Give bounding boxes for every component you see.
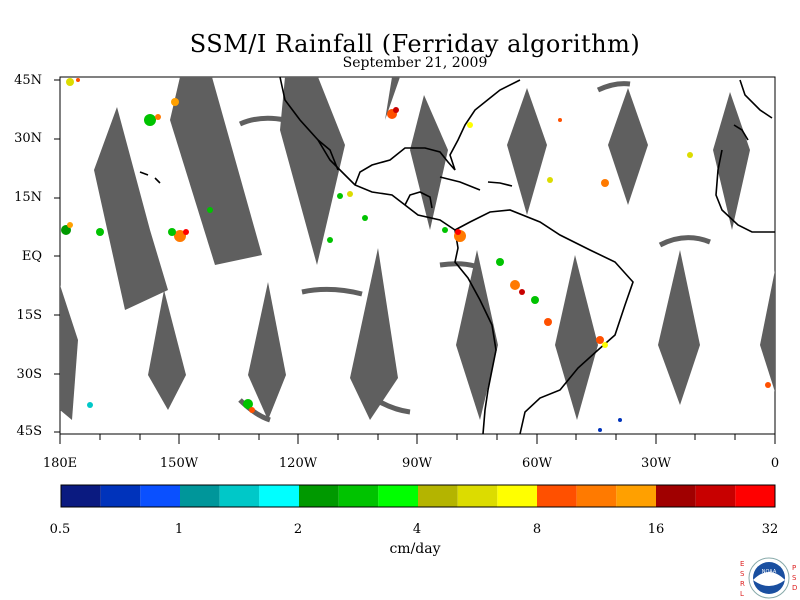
lat-label-15s: 15S — [16, 308, 42, 323]
lat-label-30s: 30S — [16, 367, 42, 382]
colorbar-swatch — [695, 485, 736, 507]
swath-gap — [608, 88, 648, 205]
map-title: SSM/I Rainfall (Ferriday algorithm) — [189, 30, 641, 58]
axis-ticks — [54, 79, 776, 444]
colorbar-tick-label: 32 — [761, 522, 779, 537]
esrl-psd-noaa-logo: E S R L P S D NOAA — [734, 556, 800, 600]
colorbar — [60, 484, 776, 508]
colorbar-tick-label: 0.5 — [49, 522, 71, 537]
colorbar-swatch — [616, 485, 656, 507]
colorbar-swatch — [299, 485, 339, 507]
colorbar-frame — [60, 484, 776, 508]
colorbar-swatch — [61, 485, 101, 507]
logo-letter: S — [740, 570, 745, 578]
colorbar-tick-label: 4 — [412, 522, 422, 537]
colorbar-swatch — [140, 485, 180, 507]
swath-gap — [658, 250, 700, 405]
colorbar-tick-label: 2 — [293, 522, 303, 537]
colorbar-swatch — [180, 485, 220, 507]
swath-gap — [456, 250, 498, 420]
lat-label-30n: 30N — [14, 131, 42, 146]
logo-letter: E — [740, 560, 745, 568]
colorbar-swatch — [378, 485, 418, 507]
noaa-emblem-icon: NOAA — [748, 557, 790, 599]
swath-arcs — [238, 81, 711, 423]
swath-gap — [507, 88, 547, 215]
colorbar-tick-label: 8 — [532, 522, 542, 537]
map-date: September 21, 2009 — [342, 55, 488, 71]
rain-areas — [61, 78, 771, 432]
colorbar-unit: cm/day — [389, 541, 441, 557]
lon-label-120w: 120W — [278, 456, 318, 471]
swath-gap — [713, 92, 750, 230]
colorbar-swatch — [259, 485, 299, 507]
logo-letter: P — [792, 564, 797, 572]
colorbar-tick-label: 1 — [174, 522, 184, 537]
lat-label-15n: 15N — [14, 190, 42, 205]
swath-gap — [170, 77, 262, 265]
colorbar-swatch — [338, 485, 379, 507]
swath-gap — [280, 77, 345, 265]
swath-gap — [555, 255, 598, 420]
swath-gap — [385, 77, 400, 120]
lat-label-45n: 45N — [14, 73, 42, 88]
colorbar-swatch — [219, 485, 260, 507]
swath-gap — [94, 107, 168, 310]
emblem-text: NOAA — [762, 569, 777, 575]
swath-gap — [148, 290, 186, 410]
lon-label-60w: 60W — [522, 456, 552, 471]
lon-label-30w: 30W — [641, 456, 671, 471]
lon-label-0: 0 — [770, 456, 780, 471]
coastlines — [139, 76, 775, 435]
swath-gap — [350, 248, 398, 420]
swath-gap — [760, 270, 775, 392]
colorbar-swatch — [418, 485, 458, 507]
rainfall-map — [54, 76, 776, 444]
swath-gaps — [60, 77, 775, 420]
swath-gap — [248, 282, 286, 420]
lon-label-90w: 90W — [402, 456, 432, 471]
lon-label-180e: 180E — [42, 456, 78, 471]
colorbar-swatch — [457, 485, 498, 507]
logo-letter: S — [792, 574, 797, 582]
colorbar-swatch — [735, 485, 775, 507]
logo-letter: L — [740, 590, 744, 598]
logo-letter: R — [740, 580, 745, 588]
colorbar-swatch — [537, 485, 577, 507]
lat-label-eq: EQ — [21, 249, 42, 264]
lat-label-45s: 45S — [16, 424, 42, 439]
logo-letter: D — [792, 584, 798, 592]
colorbar-swatch — [656, 485, 696, 507]
colorbar-swatch — [497, 485, 537, 507]
swath-gap — [410, 95, 448, 230]
colorbar-swatch — [576, 485, 617, 507]
colorbar-tick-label: 16 — [647, 522, 665, 537]
swath-gap — [60, 285, 78, 420]
colorbar-swatch — [100, 485, 141, 507]
lon-label-150w: 150W — [159, 456, 199, 471]
